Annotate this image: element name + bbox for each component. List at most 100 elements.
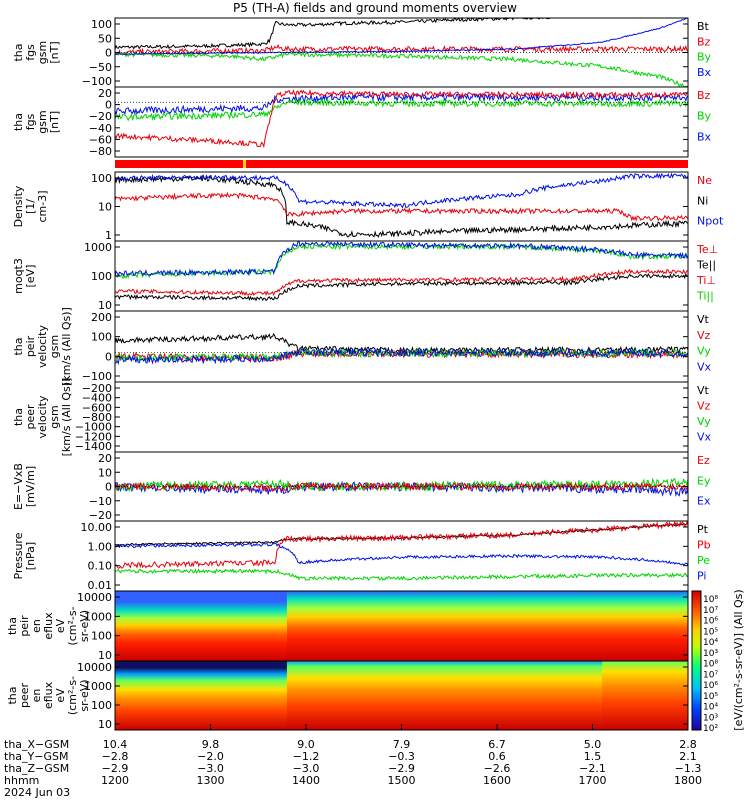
legend-entry: Bz: [697, 35, 711, 48]
panel-velocity-i: [114, 310, 689, 383]
panel-velocity-e: [114, 381, 689, 453]
legend-entry: Vy: [697, 345, 711, 358]
panel-temperature: [114, 240, 689, 312]
y-axis-label: eV: [54, 618, 67, 633]
spectrogram-column: [434, 661, 441, 730]
panel-pressure: [114, 520, 689, 592]
spectrogram-column: [563, 661, 570, 730]
spectrogram-column: [597, 661, 603, 730]
x-tick-label: −2.8: [102, 750, 129, 763]
series-Te⊥: [114, 268, 688, 297]
spectrogram-column: [215, 661, 221, 730]
spectrogram-column: [473, 661, 479, 730]
spectrogram-column: [673, 591, 679, 661]
colorbar-tick: 10⁶: [703, 617, 718, 627]
spectrogram-column: [286, 661, 293, 730]
x-tick-label: 1700: [579, 774, 607, 787]
spectrogram-column: [277, 661, 283, 730]
series-Ey: [114, 477, 689, 493]
spectrogram-column: [401, 661, 407, 730]
spectrogram-column: [315, 591, 321, 661]
y-axis-label: fgs: [24, 44, 37, 61]
spectrogram-column: [463, 591, 469, 661]
spectrogram-column: [673, 661, 679, 730]
spectrogram-column: [186, 591, 192, 661]
spectrogram-column: [616, 661, 622, 730]
spectrogram-column: [310, 661, 317, 730]
spectrogram-column: [148, 591, 154, 661]
x-tick-label: −2.6: [484, 762, 511, 775]
spectrogram-column: [253, 591, 259, 661]
y-tick-label: −40: [89, 122, 112, 135]
spectrogram-column: [487, 591, 493, 661]
spectrogram-column: [329, 661, 336, 730]
y-axis-label: gsm: [36, 110, 49, 133]
y-axis-label: [nT]: [48, 111, 61, 133]
spectrogram-column: [415, 591, 422, 661]
spectrogram-column: [181, 661, 188, 730]
spectrogram-column: [668, 661, 675, 730]
colorbar-tick: 10³: [703, 649, 718, 659]
spectrogram-column: [119, 661, 126, 730]
spectrogram-column: [501, 661, 508, 730]
spectrogram-column: [559, 591, 565, 661]
y-axis-label: tha: [12, 337, 25, 355]
x-tick-label: 0.6: [488, 750, 506, 763]
spectrogram-column: [492, 661, 498, 730]
legend-entry: Ex: [697, 495, 711, 508]
spectrogram-column: [482, 661, 488, 730]
spectrogram-column: [124, 591, 130, 661]
y-axis-label: eflux: [42, 681, 55, 709]
spectrogram-column: [463, 661, 469, 730]
y-tick-label: 100: [91, 331, 112, 344]
spectrogram-column: [306, 661, 312, 730]
spectrogram-column: [310, 591, 317, 661]
spectrogram-column: [654, 591, 660, 661]
spectrogram-column: [645, 591, 651, 661]
y-axis-label: peer: [24, 404, 37, 430]
y-axis-label: tha: [12, 408, 25, 426]
y-tick-label: −200: [82, 382, 112, 395]
legend-entry: Pi: [697, 570, 706, 583]
x-tick-label: −3.0: [197, 762, 224, 775]
y-tick-label: 100: [91, 699, 112, 712]
spectrogram-column: [535, 661, 541, 730]
y-axis-label: sr-eV): [78, 679, 91, 711]
spectrogram-column: [678, 661, 684, 730]
spectrogram-column: [153, 661, 159, 730]
y-tick-label: −800: [82, 411, 112, 424]
spectrogram-column: [248, 661, 254, 730]
y-axis-label: [nPa]: [24, 542, 37, 570]
legend-entry: Ez: [697, 454, 710, 467]
spectrogram-column: [568, 591, 574, 661]
spectrogram-column: [420, 591, 426, 661]
spectrogram-column: [129, 661, 135, 730]
spectrogram-column: [191, 661, 197, 730]
panel-ion-spec: [114, 590, 689, 662]
y-tick-label: 0.10: [88, 560, 113, 573]
spectrogram-column: [272, 591, 278, 661]
y-tick-label: 10: [98, 718, 112, 731]
colorbar-tick: 10⁴: [703, 703, 718, 713]
spectrogram-column: [525, 591, 531, 661]
x-tick-label: 1500: [388, 774, 416, 787]
spectrogram-column: [458, 661, 465, 730]
spectrogram-column: [664, 661, 670, 730]
spectrogram-column: [358, 591, 364, 661]
spectrogram-column: [143, 591, 149, 661]
spectrogram-column: [582, 661, 589, 730]
spectrogram-column: [506, 591, 512, 661]
x-tick-label: 7.9: [393, 738, 411, 751]
y-tick-label: 0: [105, 481, 112, 494]
y-tick-label: −20: [89, 509, 112, 522]
series-By: [114, 51, 689, 88]
x-tick-label: 9.8: [202, 738, 220, 751]
spectrogram-column: [368, 661, 374, 730]
spectrogram-column: [454, 661, 460, 730]
spectrogram-column: [277, 591, 283, 661]
y-axis-label: [mV/m]: [24, 466, 37, 507]
spectrogram-column: [449, 661, 455, 730]
spectrogram-column: [616, 591, 622, 661]
panel-frame: [114, 86, 689, 158]
y-tick-label: 10000: [77, 591, 112, 604]
